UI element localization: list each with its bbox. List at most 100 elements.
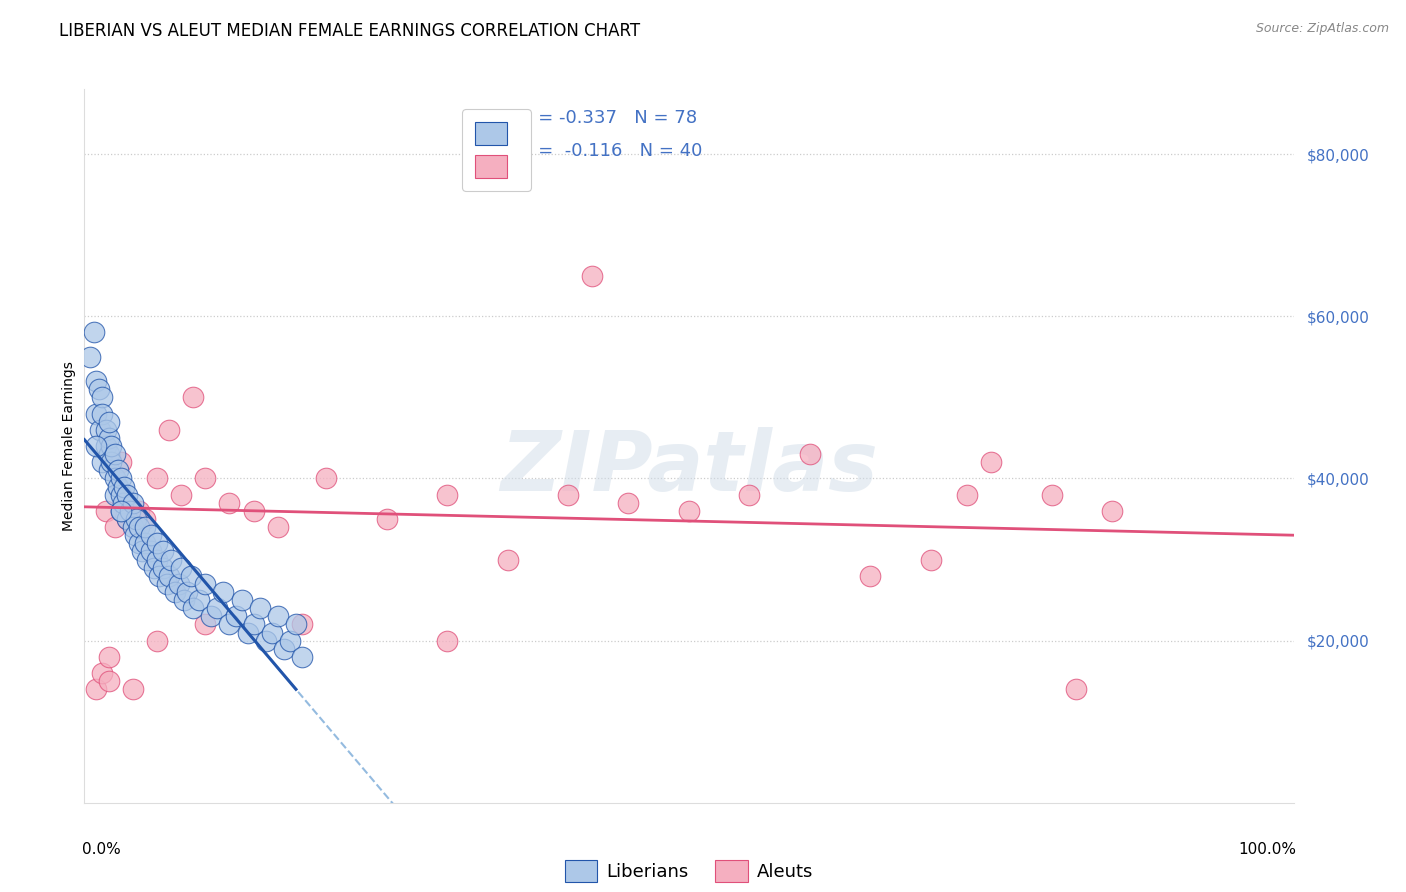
Point — [160, 552, 183, 566]
Point — [86, 439, 108, 453]
Legend: Liberians, Aleuts: Liberians, Aleuts — [555, 851, 823, 891]
Point — [231, 593, 253, 607]
Point — [267, 609, 290, 624]
Point — [146, 536, 169, 550]
Point — [249, 601, 271, 615]
Point — [212, 585, 235, 599]
Point — [738, 488, 761, 502]
Point — [617, 496, 640, 510]
Point — [100, 439, 122, 453]
Point — [170, 560, 193, 574]
Text: LIBERIAN VS ALEUT MEDIAN FEMALE EARNINGS CORRELATION CHART: LIBERIAN VS ALEUT MEDIAN FEMALE EARNINGS… — [59, 22, 640, 40]
Point — [278, 633, 301, 648]
Point — [980, 455, 1002, 469]
Point — [496, 552, 519, 566]
Point — [110, 504, 132, 518]
Point — [170, 488, 193, 502]
Point — [267, 520, 290, 534]
Point — [136, 552, 159, 566]
Point — [94, 504, 117, 518]
Point — [242, 504, 264, 518]
Point — [115, 512, 138, 526]
Point — [121, 682, 143, 697]
Point — [110, 471, 132, 485]
Point — [291, 617, 314, 632]
Point — [236, 625, 259, 640]
Point — [94, 423, 117, 437]
Point — [1101, 504, 1123, 518]
Point — [218, 617, 240, 632]
Point — [188, 593, 211, 607]
Point — [91, 390, 114, 404]
Point — [180, 568, 202, 582]
Point — [86, 374, 108, 388]
Point — [100, 455, 122, 469]
Point — [194, 617, 217, 632]
Point — [155, 577, 177, 591]
Point — [104, 488, 127, 502]
Point — [86, 407, 108, 421]
Point — [121, 496, 143, 510]
Text: R = -0.337   N = 78: R = -0.337 N = 78 — [520, 109, 697, 127]
Point — [91, 407, 114, 421]
Point — [375, 512, 398, 526]
Point — [104, 520, 127, 534]
Point — [134, 520, 156, 534]
Point — [146, 471, 169, 485]
Point — [107, 463, 129, 477]
Point — [157, 568, 180, 582]
Point — [107, 479, 129, 493]
Point — [284, 617, 308, 632]
Point — [128, 504, 150, 518]
Point — [194, 471, 217, 485]
Point — [436, 633, 458, 648]
Point — [89, 423, 111, 437]
Point — [104, 471, 127, 485]
Point — [110, 455, 132, 469]
Point — [146, 552, 169, 566]
Point — [143, 560, 166, 574]
Point — [436, 488, 458, 502]
Point — [315, 471, 337, 485]
Point — [173, 593, 195, 607]
Point — [581, 268, 603, 283]
Point — [956, 488, 979, 502]
Point — [157, 423, 180, 437]
Point — [83, 326, 105, 340]
Point — [254, 633, 277, 648]
Point — [134, 536, 156, 550]
Point — [94, 439, 117, 453]
Point — [194, 577, 217, 591]
Point — [273, 641, 295, 656]
Point — [86, 682, 108, 697]
Point — [97, 447, 120, 461]
Point — [115, 512, 138, 526]
Text: 0.0%: 0.0% — [82, 842, 121, 857]
Point — [87, 382, 110, 396]
Point — [139, 544, 162, 558]
Point — [225, 609, 247, 624]
Point — [165, 585, 187, 599]
Point — [260, 625, 283, 640]
Point — [152, 560, 174, 574]
Point — [200, 609, 222, 624]
Point — [218, 496, 240, 510]
Point — [131, 544, 153, 558]
Point — [91, 666, 114, 681]
Point — [920, 552, 942, 566]
Point — [97, 431, 120, 445]
Point — [128, 520, 150, 534]
Point — [291, 649, 314, 664]
Point — [97, 674, 120, 689]
Point — [176, 585, 198, 599]
Point — [181, 601, 204, 615]
Point — [167, 577, 190, 591]
Point — [146, 633, 169, 648]
Point — [134, 512, 156, 526]
Point — [181, 390, 204, 404]
Point — [104, 447, 127, 461]
Point — [110, 504, 132, 518]
Point — [1064, 682, 1087, 697]
Point — [112, 479, 135, 493]
Point — [859, 568, 882, 582]
